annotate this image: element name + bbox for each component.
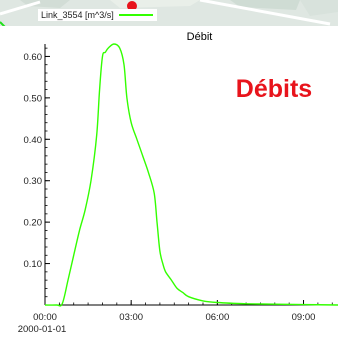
x-axis: 00:00 03:00 06:00 09:00 — [33, 300, 338, 323]
map-street — [0, 0, 41, 16]
x-tick-label: 06:00 — [205, 312, 229, 323]
debits-annotation: Débits — [236, 75, 312, 103]
map-block — [230, 0, 300, 10]
y-axis: 0.10 0.20 0.30 0.40 0.50 0.60 — [24, 44, 50, 305]
y-tick-label: 0.40 — [24, 135, 43, 146]
series-line-link-3554 — [44, 43, 338, 307]
x-date-label: 2000-01-01 — [18, 324, 67, 335]
map-node-marker[interactable] — [127, 1, 137, 11]
y-tick-label: 0.50 — [24, 93, 43, 104]
y-tick-label: 0.60 — [24, 52, 43, 63]
x-tick-label: 00:00 — [33, 312, 57, 323]
map-road-segment — [0, 21, 6, 26]
x-tick-label: 09:00 — [292, 312, 316, 323]
map-block — [300, 0, 338, 16]
map-street — [199, 0, 331, 26]
legend-swatch — [118, 14, 153, 16]
y-tick-label: 0.20 — [24, 218, 43, 229]
chart-legend: Link_3554 [m^3/s] — [38, 9, 157, 21]
map-block — [20, 0, 70, 8]
y-tick-label: 0.30 — [24, 176, 43, 187]
legend-label: Link_3554 [m^3/s] — [41, 10, 114, 20]
chart-title: Débit — [187, 31, 213, 43]
y-tick-label: 0.10 — [24, 259, 43, 270]
x-tick-label: 03:00 — [119, 312, 143, 323]
map-background-art — [0, 0, 338, 26]
